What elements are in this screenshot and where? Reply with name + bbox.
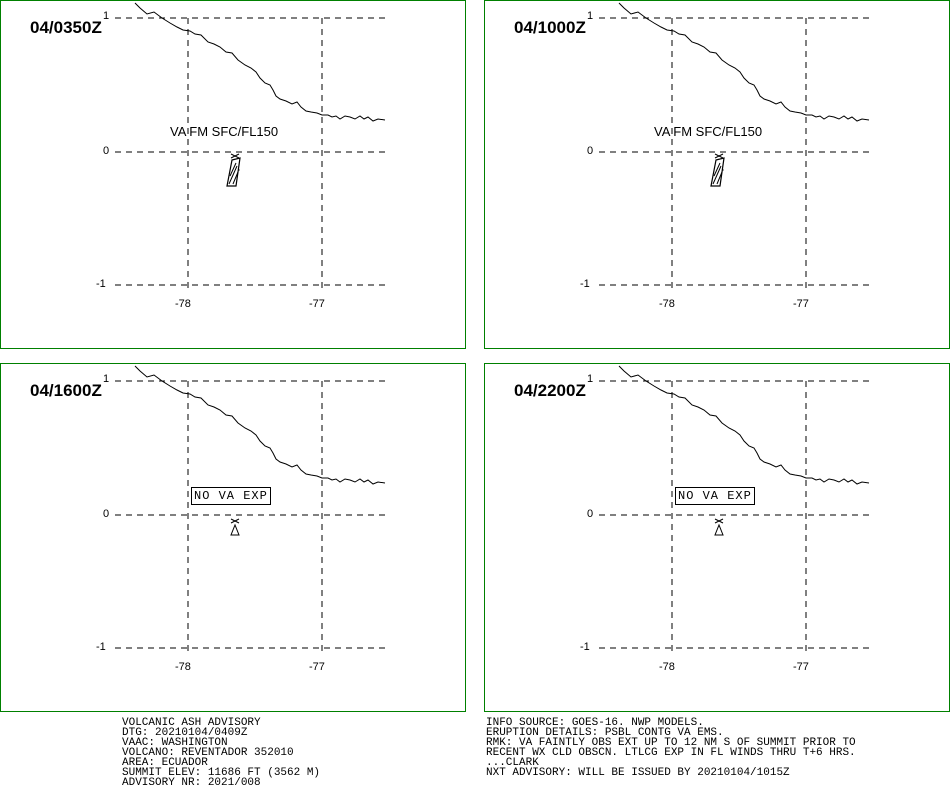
panel-frame (0, 0, 466, 349)
lat-tick-0: 0 (587, 508, 594, 520)
lon-tick-77: -77 (309, 661, 325, 673)
lon-tick-77: -77 (793, 661, 809, 673)
country-border (618, 2, 870, 122)
lat-tick-1: 1 (103, 10, 110, 22)
forecast-panel-2: 04/1000Z 1 0 -1 -78 -77 VA FM SFC/FL150 (484, 0, 950, 349)
lon-tick-78: -78 (175, 661, 191, 673)
advisory-line: INFO SOURCE: GOES-16. NWP MODELS. (486, 717, 704, 729)
lon-tick-78: -78 (659, 298, 675, 310)
lon-tick-78: -78 (659, 661, 675, 673)
country-border (134, 365, 386, 485)
ash-cloud-polygon (226, 157, 241, 187)
lat-tick-1: 1 (587, 10, 594, 22)
ash-layer-label: NO VA EXP (191, 487, 271, 505)
lon-tick-77: -77 (309, 298, 325, 310)
advisory-line: ...CLARK (486, 757, 539, 769)
panel-frame (0, 363, 466, 712)
lat-tick-1: 1 (587, 373, 594, 385)
lon-tick-78: -78 (175, 298, 191, 310)
panel-frame (484, 363, 950, 712)
advisory-line: DTG: 20210104/0409Z (122, 727, 248, 739)
ash-layer-label: VA FM SFC/FL150 (170, 124, 279, 139)
lat-tick-0: 0 (103, 145, 110, 157)
ash-cloud-polygon (710, 157, 725, 187)
country-border (618, 365, 870, 485)
lat-tick-1: 1 (103, 373, 110, 385)
lat-tick-0: 0 (103, 508, 110, 520)
map-canvas (484, 363, 950, 712)
valid-time-label: 04/1600Z (30, 381, 102, 400)
forecast-panel-4: 04/2200Z 1 0 -1 -78 -77 NO VA EXP (484, 363, 950, 712)
forecast-panel-1: 04/0350Z 1 0 -1 -78 -77 VA FM SFC/FL150 (0, 0, 466, 349)
lat-tick-minus-1: -1 (580, 641, 590, 653)
advisory-line: VOLCANO: REVENTADOR 352010 (122, 747, 294, 759)
advisory-text-left: VOLCANIC ASH ADVISORY DTG: 20210104/0409Z… (122, 717, 321, 789)
advisory-line: NXT ADVISORY: WILL BE ISSUED BY 20210104… (486, 767, 790, 779)
advisory-line: AREA: ECUADOR (122, 757, 208, 769)
ash-layer-label: NO VA EXP (675, 487, 755, 505)
advisory-line: RECENT WX CLD OBSCN. LTLCG EXP IN FL WIN… (486, 747, 856, 759)
advisory-text-right: INFO SOURCE: GOES-16. NWP MODELS. ERUPTIO… (486, 717, 856, 779)
advisory-line: ERUPTION DETAILS: PSBL CONTG VA EMS. (486, 727, 724, 739)
volcano-icon (230, 518, 240, 536)
lon-tick-77: -77 (793, 298, 809, 310)
advisory-line: VAAC: WASHINGTON (122, 737, 228, 749)
advisory-line: RMK: VA FAINTLY OBS EXT UP TO 12 NM S OF… (486, 737, 856, 749)
volcano-icon (714, 518, 724, 536)
valid-time-label: 04/1000Z (514, 18, 586, 37)
valid-time-label: 04/2200Z (514, 381, 586, 400)
ash-layer-label: VA FM SFC/FL150 (654, 124, 763, 139)
advisory-line: SUMMIT ELEV: 11686 FT (3562 M) (122, 767, 321, 779)
forecast-panel-3: 04/1600Z 1 0 -1 -78 -77 NO VA EXP (0, 363, 466, 712)
map-canvas (484, 0, 950, 349)
map-canvas (0, 363, 466, 712)
lat-tick-minus-1: -1 (96, 278, 106, 290)
advisory-line: ADVISORY NR: 2021/008 (122, 777, 261, 789)
lat-tick-minus-1: -1 (96, 641, 106, 653)
lat-tick-0: 0 (587, 145, 594, 157)
country-border (134, 2, 386, 122)
advisory-line: VOLCANIC ASH ADVISORY (122, 717, 261, 729)
valid-time-label: 04/0350Z (30, 18, 102, 37)
map-canvas (0, 0, 466, 349)
lat-tick-minus-1: -1 (580, 278, 590, 290)
